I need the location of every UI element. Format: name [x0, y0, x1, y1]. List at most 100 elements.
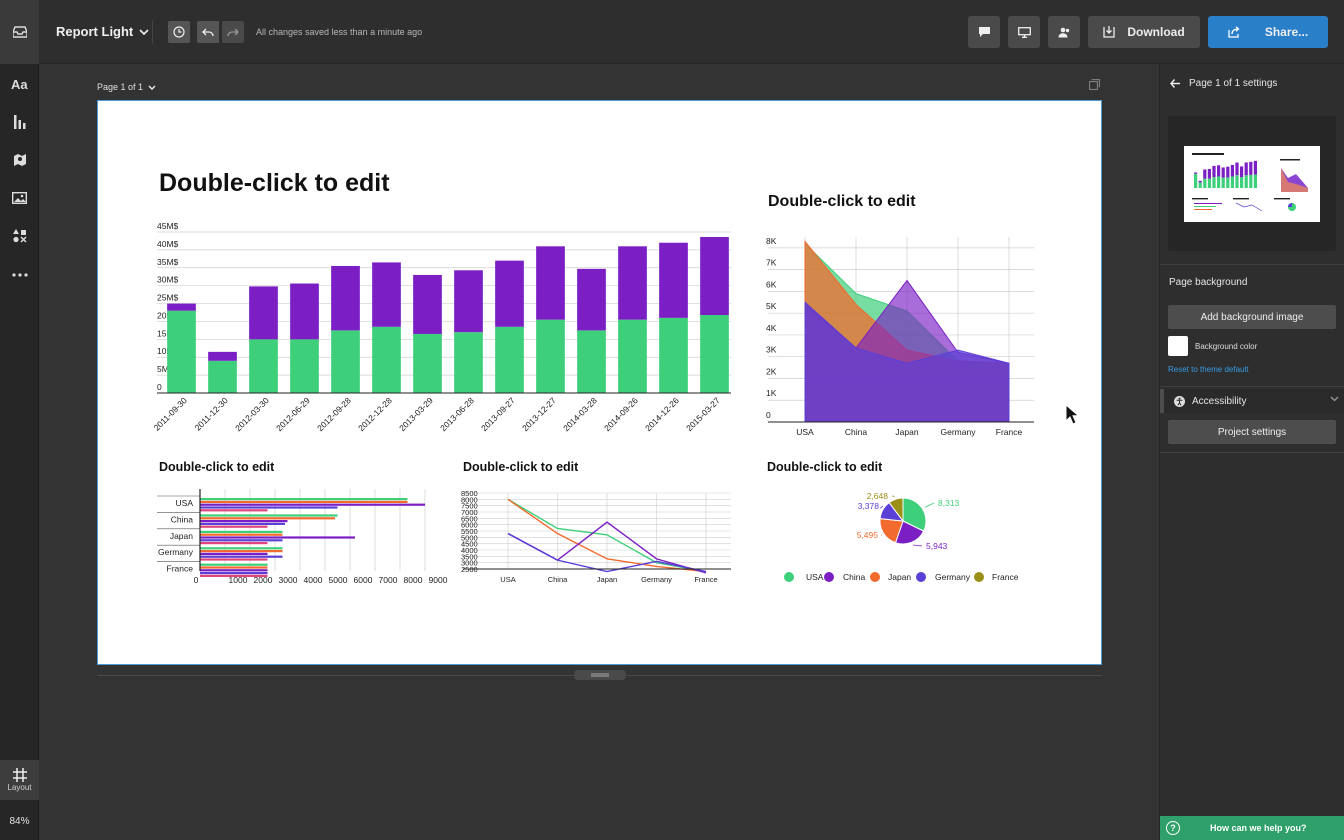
thumb-bar [1249, 174, 1253, 188]
y-tick-label: 8000 [461, 495, 478, 504]
bar [200, 569, 268, 572]
page-selector-label: Page 1 of 1 [97, 82, 144, 92]
legend-swatch [870, 572, 880, 582]
share-icon [1228, 26, 1240, 38]
y-tick-label: 4500 [461, 540, 478, 549]
y-tick-label: 7K [766, 258, 777, 268]
image-tool-button[interactable] [0, 179, 39, 217]
help-bar[interactable]: ? How can we help you? [1160, 816, 1344, 840]
y-tick-label: 25M$ [157, 293, 179, 303]
chart-title[interactable]: Double-click to edit [768, 193, 916, 210]
bar-segment [659, 317, 688, 393]
report-page[interactable]: Double-click to edit Double-click to edi… [97, 100, 1102, 665]
undo-icon [202, 28, 214, 36]
redo-icon [227, 28, 239, 36]
bar [200, 509, 268, 512]
pie-leader-line [912, 544, 923, 547]
legend-swatch [916, 572, 926, 582]
page-selector[interactable]: Page 1 of 1 [97, 82, 156, 92]
legend-swatch [974, 572, 984, 582]
thumb-bar [1207, 178, 1211, 188]
panel-title: Page 1 of 1 settings [1189, 78, 1278, 89]
text-tool-button[interactable]: Aa [0, 65, 39, 103]
bar-segment [454, 270, 483, 333]
thumb-bar [1217, 165, 1221, 177]
history-button[interactable] [168, 21, 190, 43]
background-color-swatch[interactable] [1168, 336, 1188, 356]
thumb-bar [1221, 177, 1225, 188]
panel-header[interactable]: Page 1 of 1 settings [1170, 78, 1277, 89]
present-button[interactable] [1008, 16, 1040, 48]
chart-title[interactable]: Double-click to edit [159, 169, 390, 197]
legend-swatch [784, 572, 794, 582]
horizontal-bar-chart[interactable]: 0 1000 2000 3000 4000 5000 6000 7000 8000 9000 USA… [98, 101, 1101, 664]
bar [200, 517, 335, 520]
zoom-level[interactable]: 84% [9, 815, 30, 827]
bar-segment [454, 332, 483, 393]
help-question-icon: ? [1166, 821, 1180, 835]
y-tick-label: China [171, 514, 193, 524]
project-settings-button[interactable]: Project settings [1168, 420, 1336, 444]
bar [200, 572, 268, 575]
y-tick-label: 3500 [461, 552, 478, 561]
collaborators-button[interactable] [1048, 16, 1080, 48]
bar [200, 542, 268, 545]
line-chart[interactable]: 2500300035004000450050005500600065007000… [98, 101, 1101, 664]
y-tick-label: 0 [157, 382, 162, 392]
y-tick-label: 5000 [461, 533, 478, 542]
legend-label: Japan [888, 572, 911, 582]
map-tool-button[interactable] [0, 141, 39, 179]
line-series [507, 498, 707, 573]
area-chart[interactable]: 0 1K 2K 3K 4K 5K 6K 7K 8K USA China Japan Germany Fra… [98, 101, 1101, 664]
shapes-icon [12, 229, 27, 243]
download-icon [1103, 26, 1115, 38]
back-arrow-icon[interactable] [1170, 79, 1180, 88]
undo-button[interactable] [197, 21, 219, 43]
save-status: All changes saved less than a minute ago [256, 27, 423, 37]
layout-button[interactable]: Layout [0, 760, 39, 800]
line-series [507, 532, 707, 573]
add-background-image-button[interactable]: Add background image [1168, 305, 1336, 329]
chart-title[interactable]: Double-click to edit [463, 460, 579, 474]
home-button[interactable] [0, 0, 39, 64]
thumb-bar [1226, 166, 1230, 178]
pie-data-label: 2,648 [867, 491, 889, 501]
y-tick-label: 1K [766, 388, 777, 398]
x-tick-label: 1000 [229, 575, 248, 585]
shapes-tool-button[interactable] [0, 217, 39, 255]
bar-segment [249, 339, 278, 393]
chart-title[interactable]: Double-click to edit [767, 460, 883, 474]
bar-segment [536, 246, 565, 320]
thumb-bar [1249, 161, 1253, 175]
thumb-bar [1203, 178, 1207, 188]
project-title: Report Light [56, 24, 134, 39]
x-tick-label: 6000 [354, 575, 373, 585]
accessibility-section[interactable]: Accessibility [1160, 389, 1344, 413]
thumb-bar [1230, 176, 1234, 188]
chart-title[interactable]: Double-click to edit [159, 460, 275, 474]
share-button[interactable]: Share... [1208, 16, 1328, 48]
project-title-menu[interactable]: Report Light [56, 24, 149, 39]
x-tick-label: Germany [641, 575, 672, 584]
page-resize-handle[interactable] [574, 670, 626, 680]
x-tick-label: 7000 [379, 575, 398, 585]
bar [200, 552, 268, 555]
accessibility-icon [1174, 395, 1185, 407]
y-tick-label: 8K [766, 236, 777, 246]
page-thumbnail[interactable] [1184, 146, 1320, 222]
redo-button[interactable] [222, 21, 244, 43]
duplicate-page-icon[interactable] [1089, 79, 1100, 90]
comments-button[interactable] [968, 16, 1000, 48]
y-tick-label: 3K [766, 345, 777, 355]
thumb-bar [1230, 164, 1234, 177]
chart-tool-button[interactable] [0, 103, 39, 141]
reset-theme-link[interactable]: Reset to theme default [1168, 365, 1249, 374]
more-tools-button[interactable] [0, 256, 39, 294]
thumb-bar [1240, 166, 1244, 178]
y-tick-label: 7000 [461, 508, 478, 517]
y-tick-label: 6K [766, 279, 777, 289]
pie-data-label: 8,313 [938, 498, 960, 508]
download-button[interactable]: Download [1088, 16, 1200, 48]
stacked-bar-chart[interactable]: 05M$10M$15M$20M$25M$30M$35M$40M$45M$2011… [98, 101, 1101, 664]
